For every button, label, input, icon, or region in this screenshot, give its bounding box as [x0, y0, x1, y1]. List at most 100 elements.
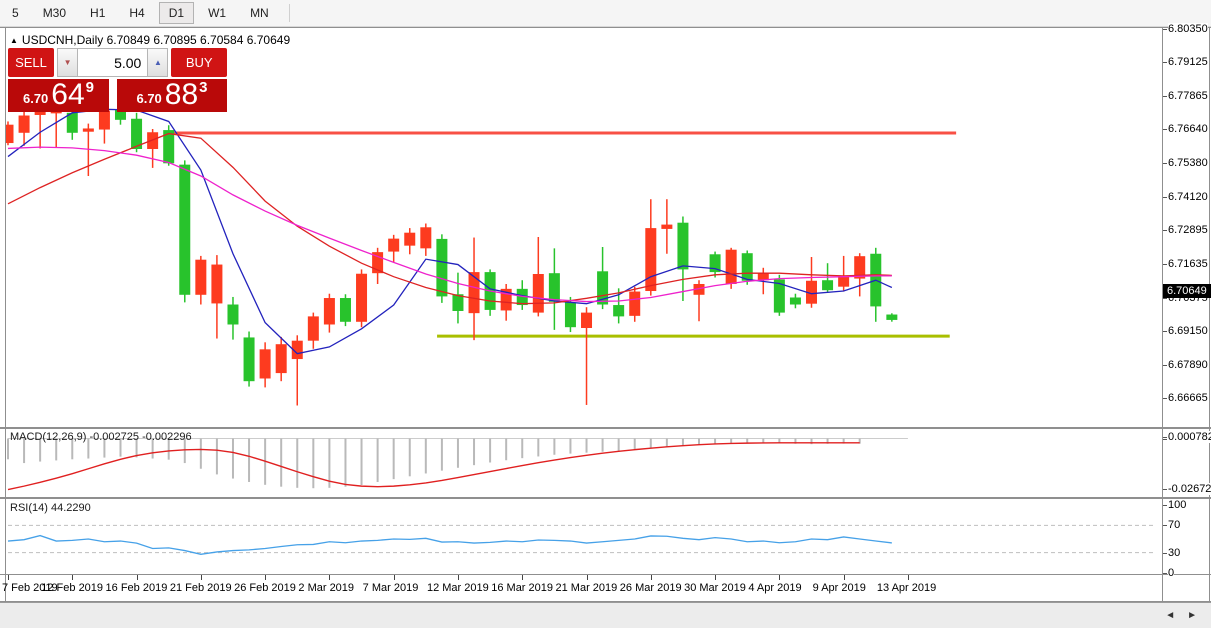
axis-tick-mark: [1163, 96, 1167, 98]
price-chart[interactable]: [6, 29, 1162, 427]
date-tick-label: 16 Mar 2019: [491, 582, 553, 594]
buy-button[interactable]: BUY: [171, 48, 228, 77]
current-price-marker: 6.70649: [1163, 283, 1211, 298]
candle: [886, 313, 898, 322]
date-axis[interactable]: 7 Feb 2019 12 Feb 2019 16 Feb 2019 21 Feb 2…: [2, 575, 1162, 601]
axis-tick-mark: [1163, 230, 1167, 232]
axis-tick-mark: [1163, 62, 1167, 64]
candle: [645, 199, 657, 296]
date-tick-mark: [200, 575, 202, 580]
date-tick-mark: [907, 575, 909, 580]
candle: [532, 237, 544, 317]
candle: [98, 108, 110, 144]
candle: [323, 293, 335, 333]
volume-increase-button[interactable]: ▲: [148, 48, 169, 77]
date-tick-mark: [522, 575, 524, 580]
rsi-pane[interactable]: [6, 499, 1162, 574]
date-tick-mark: [329, 575, 331, 580]
sell-button[interactable]: SELL: [8, 48, 54, 77]
date-tick-label: 7 Feb 2019: [2, 582, 58, 594]
candle: [6, 121, 14, 146]
toolbar-separator: [288, 4, 290, 22]
price-tick-label: 6.74120: [1168, 191, 1208, 204]
date-tick-mark: [779, 575, 781, 580]
candle: [404, 228, 416, 255]
rsi-axis-label: 70: [1168, 519, 1181, 532]
axis-tick-mark: [1163, 505, 1167, 506]
candle: [452, 272, 464, 324]
candle: [773, 274, 785, 316]
timeframe-m30[interactable]: M30: [42, 6, 67, 20]
price-tick-label: 6.77865: [1168, 90, 1208, 103]
candle: [677, 216, 689, 301]
sell-price-box[interactable]: 6.70 64 9: [8, 79, 109, 112]
candle: [372, 247, 384, 284]
candle: [838, 255, 850, 292]
window-left-border: [5, 27, 6, 602]
price-axis-border: [1162, 27, 1163, 602]
axis-tick-mark: [1163, 552, 1167, 554]
collapse-triangle-icon[interactable]: ▲: [10, 36, 18, 45]
candle: [211, 255, 223, 339]
candle: [179, 160, 191, 303]
ma-slow-magenta: [7, 146, 892, 303]
volume-input[interactable]: 5.00: [77, 48, 149, 77]
macd-pane[interactable]: [6, 429, 1162, 497]
candle: [259, 342, 271, 388]
chart-ohlc-values: 6.70849 6.70895 6.70584 6.70649: [106, 33, 291, 47]
candle: [581, 307, 593, 405]
axis-tick-mark: [1163, 438, 1167, 440]
price-tick-label: 6.67890: [1168, 359, 1208, 372]
rsi-label: RSI(14) 44.2290: [10, 502, 91, 514]
main-macd-separator[interactable]: [0, 427, 1211, 429]
macd-label: MACD(12,26,9) -0.002725 -0.002296: [10, 431, 192, 443]
timeframe-w1[interactable]: W1: [208, 6, 227, 20]
timeframe-mn[interactable]: MN: [250, 6, 269, 20]
tab-scroll-arrows: ◄ ►: [1159, 603, 1211, 628]
arrow-down-icon: ▼: [63, 58, 72, 67]
date-tick-label: 12 Feb 2019: [41, 582, 104, 594]
sell-price-prefix: 6.70: [22, 91, 49, 106]
axis-tick-mark: [1163, 129, 1167, 131]
candle: [725, 247, 737, 289]
date-tick-mark: [136, 575, 138, 580]
price-axis[interactable]: 6.80350 6.79125 6.77865 6.76640 6.75380 6.741…: [1163, 23, 1211, 601]
candle: [789, 293, 801, 309]
timeframe-h4[interactable]: H4: [129, 6, 145, 20]
timeframe-d1[interactable]: D1: [158, 2, 195, 24]
axis-tick-mark: [1163, 365, 1167, 367]
candle: [34, 107, 46, 149]
window-right-border: [1209, 27, 1210, 602]
buy-price-box[interactable]: 6.70 88 3: [117, 79, 227, 112]
tab-scroll-left-icon[interactable]: ◄: [1165, 610, 1176, 621]
date-tick-label: 21 Mar 2019: [555, 582, 618, 594]
volume-decrease-button[interactable]: ▼: [56, 48, 78, 77]
date-tick-label: 7 Mar 2019: [362, 582, 419, 594]
one-click-trade-panel: SELL ▼ 5.00 ▲ BUY 6.70 64 9 6.70 88 3: [8, 48, 228, 112]
price-tick-label: 6.72895: [1168, 224, 1208, 237]
macd-rsi-separator[interactable]: [0, 497, 1211, 499]
candle: [243, 331, 255, 387]
timeframe-toolbar: 5 M30 H1 H4 D1 W1 MN: [0, 0, 1211, 27]
chart-symbol-label: USDCNH,Daily: [21, 33, 104, 47]
buy-price-pip: 3: [199, 79, 208, 96]
price-tick-label: 6.75380: [1168, 157, 1208, 170]
date-tick-label: 9 Apr 2019: [812, 582, 866, 594]
candle: [420, 223, 432, 256]
timeframe-h1[interactable]: H1: [90, 6, 106, 20]
axis-tick-mark: [1163, 398, 1167, 400]
axis-tick-mark: [1163, 525, 1167, 527]
date-tick-mark: [586, 575, 588, 580]
candle: [661, 199, 673, 254]
axis-tick-mark: [1163, 298, 1167, 300]
price-tick-label: 6.76640: [1168, 123, 1208, 136]
tab-scroll-right-icon[interactable]: ►: [1187, 610, 1197, 621]
candle: [693, 280, 705, 322]
price-tick-label: 6.69150: [1168, 325, 1208, 338]
axis-tick-mark: [1163, 331, 1167, 333]
timeframe-5[interactable]: 5: [12, 6, 19, 20]
date-tick-mark: [650, 575, 652, 580]
candle: [356, 269, 368, 328]
buy-price-prefix: 6.70: [136, 91, 162, 106]
candle: [548, 248, 560, 330]
